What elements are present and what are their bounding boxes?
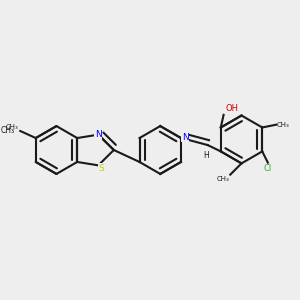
- Text: N: N: [95, 130, 102, 139]
- Text: CH₃: CH₃: [277, 122, 290, 128]
- Text: CH₃: CH₃: [1, 127, 15, 136]
- Text: N: N: [182, 133, 189, 142]
- Text: H: H: [203, 151, 209, 160]
- Text: Cl: Cl: [264, 164, 272, 173]
- Text: OH: OH: [225, 104, 238, 113]
- Text: S: S: [98, 164, 104, 173]
- Text: CH₃: CH₃: [217, 176, 230, 182]
- Text: CH₃: CH₃: [6, 124, 19, 130]
